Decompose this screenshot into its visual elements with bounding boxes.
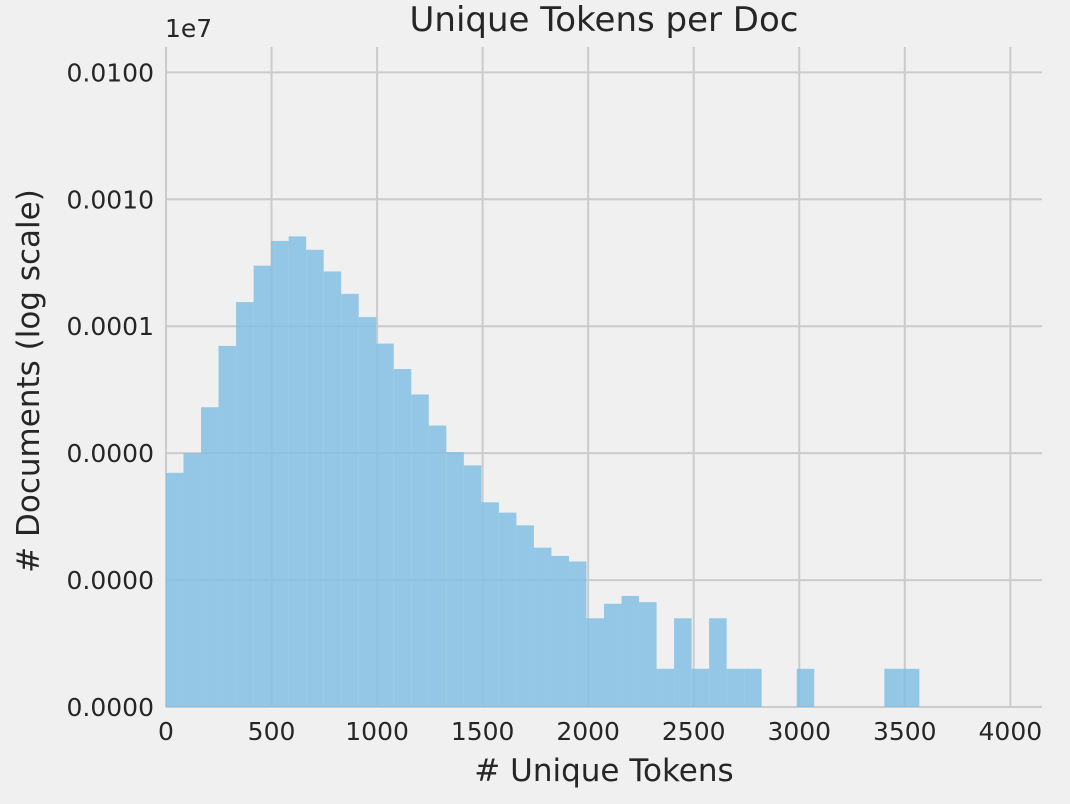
histogram-bar: [726, 668, 745, 707]
histogram-bar: [498, 512, 517, 707]
histogram-bar: [446, 452, 464, 707]
histogram-bar: [481, 502, 499, 707]
histogram-bar: [656, 668, 675, 707]
y-axis-ticks: 0.0000 0.0000 0.0000 0.0001 0.0010 0.0100: [67, 58, 154, 722]
histogram-bar: [516, 525, 534, 707]
histogram-bar: [218, 345, 237, 707]
histogram-bar: [463, 465, 482, 707]
histogram-bar: [604, 603, 622, 707]
histogram-bar: [586, 618, 604, 707]
y-tick-label: 0.0000: [67, 439, 154, 468]
histogram-bar: [709, 618, 727, 707]
histogram-bar: [796, 668, 815, 707]
histogram-bars: [166, 236, 920, 708]
histogram-bar: [393, 369, 412, 707]
chart-title: Unique Tokens per Doc: [410, 0, 799, 40]
x-axis-ticks: 0 500 1000 1500 2000 2500 3000 3500 4000: [158, 717, 1042, 746]
histogram-bar: [376, 343, 394, 707]
histogram-bar: [271, 240, 289, 708]
histogram-bar: [236, 302, 254, 707]
histogram-bar: [323, 271, 342, 707]
y-tick-label: 0.0010: [67, 185, 154, 214]
histogram-bar: [691, 668, 710, 707]
histogram-bar: [884, 668, 902, 707]
x-tick-label: 2500: [662, 717, 726, 746]
histogram-bar: [253, 265, 272, 707]
x-axis-label: # Unique Tokens: [474, 753, 733, 789]
histogram-bar: [341, 293, 359, 707]
histogram-bar: [183, 453, 202, 707]
x-tick-label: 3500: [873, 717, 937, 746]
histogram-bar: [306, 249, 324, 707]
x-tick-label: 1500: [451, 717, 515, 746]
x-tick-label: 2000: [556, 717, 620, 746]
x-tick-label: 4000: [979, 717, 1043, 746]
histogram-bar: [358, 317, 377, 707]
histogram-bar: [744, 668, 762, 707]
y-tick-label: 0.0100: [67, 58, 154, 87]
histogram-bar: [674, 618, 692, 707]
histogram-bar: [166, 472, 184, 707]
x-tick-label: 3000: [767, 717, 831, 746]
histogram-bar: [901, 668, 920, 707]
y-axis-label: # Documents (log scale): [11, 189, 47, 573]
y-tick-label: 0.0001: [67, 312, 154, 341]
x-tick-label: 0: [158, 717, 174, 746]
histogram-bar: [621, 595, 640, 707]
y-tick-label: 0.0000: [67, 566, 154, 595]
histogram-bar: [568, 561, 587, 707]
histogram-bar: [428, 425, 447, 707]
histogram-bar: [288, 236, 307, 708]
histogram-bar: [411, 394, 429, 707]
y-tick-label: 0.0000: [67, 693, 154, 722]
x-tick-label: 1000: [345, 717, 409, 746]
histogram-bar: [639, 602, 657, 707]
x-tick-label: 500: [248, 717, 296, 746]
y-axis-offset-label: 1e7: [165, 14, 212, 43]
histogram-bar: [551, 555, 569, 707]
histogram-bar: [533, 547, 552, 707]
histogram-bar: [201, 407, 219, 707]
